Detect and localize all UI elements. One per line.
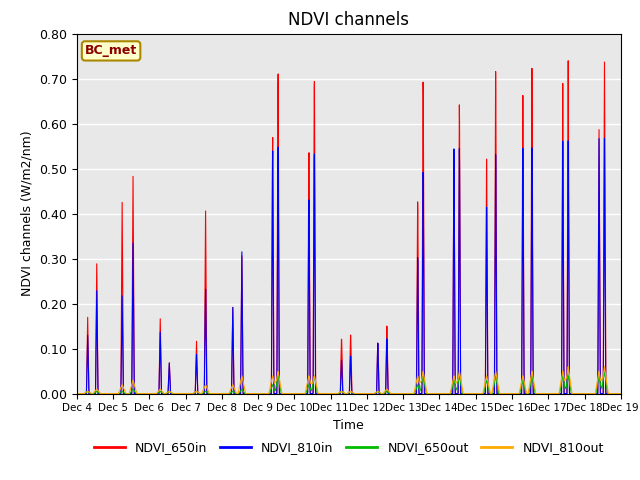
NDVI_650out — [600, 368, 608, 374]
NDVI_810out — [305, 373, 313, 379]
NDVI_650in — [282, 391, 289, 396]
NDVI_650out — [305, 382, 313, 388]
NDVI_810out — [600, 364, 608, 370]
Line: NDVI_810in: NDVI_810in — [77, 138, 621, 394]
NDVI_810out — [167, 390, 175, 396]
NDVI_810in — [305, 197, 313, 203]
NDVI_810in — [135, 391, 143, 396]
NDVI_650out — [73, 391, 81, 396]
Line: NDVI_650out: NDVI_650out — [77, 371, 621, 394]
NDVI_650in — [617, 391, 625, 396]
NDVI_650in — [607, 391, 614, 396]
NDVI_810out — [73, 391, 81, 396]
NDVI_810in — [607, 391, 614, 396]
Legend: NDVI_650in, NDVI_810in, NDVI_650out, NDVI_810out: NDVI_650in, NDVI_810in, NDVI_650out, NDV… — [89, 436, 609, 459]
NDVI_650out — [282, 391, 289, 396]
NDVI_810out — [607, 391, 614, 396]
NDVI_650in — [135, 391, 143, 396]
Title: NDVI channels: NDVI channels — [288, 11, 410, 29]
Line: NDVI_650in: NDVI_650in — [77, 61, 621, 394]
NDVI_810in — [600, 135, 608, 141]
NDVI_650out — [167, 390, 175, 396]
NDVI_650in — [564, 58, 572, 64]
NDVI_810in — [548, 391, 556, 396]
Line: NDVI_810out: NDVI_810out — [77, 367, 621, 394]
NDVI_810out — [135, 391, 143, 396]
Text: BC_met: BC_met — [85, 44, 137, 58]
NDVI_810out — [548, 391, 556, 396]
NDVI_650out — [548, 391, 556, 396]
NDVI_650in — [167, 391, 175, 396]
X-axis label: Time: Time — [333, 419, 364, 432]
NDVI_650in — [305, 150, 313, 156]
NDVI_810in — [167, 391, 175, 396]
NDVI_650in — [548, 391, 556, 396]
NDVI_650out — [617, 391, 625, 396]
NDVI_810out — [282, 391, 289, 396]
NDVI_650out — [135, 391, 143, 396]
NDVI_650in — [73, 391, 81, 396]
NDVI_810in — [617, 391, 625, 396]
NDVI_810in — [282, 391, 289, 396]
NDVI_810in — [73, 391, 81, 396]
NDVI_810out — [617, 391, 625, 396]
NDVI_650out — [607, 391, 614, 396]
Y-axis label: NDVI channels (W/m2/nm): NDVI channels (W/m2/nm) — [20, 131, 33, 297]
